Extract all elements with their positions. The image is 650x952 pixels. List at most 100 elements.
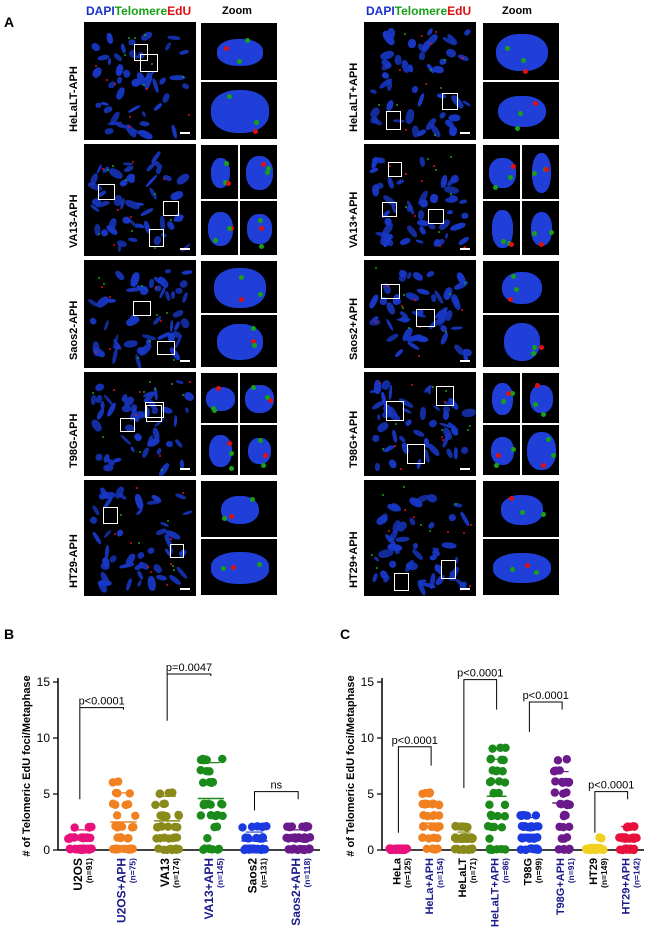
zoomed-chromosome (530, 385, 553, 413)
zoom-region-box (442, 92, 458, 111)
data-point (113, 822, 123, 831)
data-point (172, 845, 181, 855)
telomere-dot (414, 299, 417, 302)
zoomed-chromosome (208, 434, 233, 468)
data-point (262, 822, 271, 831)
panel-c-letter: C (340, 626, 351, 642)
scale-bar (460, 468, 470, 470)
telomere-focus (220, 565, 226, 571)
telomere-focus (534, 569, 540, 575)
edu-focus (215, 386, 221, 392)
telomere-focus (228, 465, 234, 471)
edu-focus (524, 562, 530, 568)
data-point (123, 800, 133, 809)
data-point (116, 833, 125, 843)
telomere-dot (114, 83, 117, 86)
chromosome (136, 579, 144, 588)
right-zoom-header: Zoom (502, 5, 532, 17)
chromosome (119, 43, 127, 54)
data-point (485, 800, 494, 809)
telomere-dot (156, 313, 159, 316)
data-point (203, 833, 212, 843)
zoom-cell (482, 81, 560, 140)
data-point (240, 845, 249, 855)
chromosome (174, 379, 184, 385)
telomere-dot (154, 287, 157, 290)
x-category-label: HeLa (391, 857, 403, 885)
zoom-region-box (102, 507, 119, 525)
significance-bracket (528, 701, 563, 732)
telomere-dot (182, 491, 185, 494)
chromosome (159, 520, 169, 528)
chromosome (181, 270, 193, 276)
telomere-focus (549, 230, 555, 236)
scale-bar (460, 248, 470, 250)
chromosome (181, 291, 189, 304)
data-point (450, 844, 460, 854)
zoomed-chromosome (489, 158, 516, 188)
chromosome (391, 430, 398, 444)
x-n-label: (n=91) (566, 858, 576, 883)
chromosome (454, 446, 459, 460)
telomere-focus (515, 126, 521, 132)
chromosome (95, 453, 103, 461)
data-point (463, 833, 472, 842)
data-point (418, 822, 428, 831)
edu-focus (532, 100, 538, 106)
data-point (287, 822, 297, 831)
chromosome (411, 270, 425, 284)
data-point (164, 788, 173, 798)
telomere-dot (447, 530, 450, 533)
telomere-dot (464, 246, 467, 249)
data-point (488, 744, 497, 753)
telomere-dot (105, 79, 108, 82)
telomere-dot (148, 339, 151, 342)
x-category-label: T98G+APH (555, 858, 567, 915)
x-n-label: (n=131) (259, 858, 269, 888)
zoom-cell (200, 314, 278, 368)
telomere-dot (103, 283, 106, 286)
chromosome (151, 562, 164, 575)
chromosome (166, 440, 174, 448)
data-point (70, 823, 79, 832)
chromosome (384, 317, 394, 331)
chromosome (447, 114, 461, 122)
data-point (171, 833, 181, 842)
telomere-dot (424, 82, 427, 85)
x-n-label: (n=145) (215, 858, 225, 888)
chromosome (103, 319, 110, 331)
y-tick-label: 5 (43, 787, 50, 801)
chromosome (169, 189, 185, 202)
telomere-dot (411, 383, 414, 386)
chromosome (140, 110, 147, 118)
chromosome (420, 406, 427, 420)
zoom-region-box (387, 162, 403, 177)
row-label-right-3: T98G+APH (348, 410, 360, 468)
significance-bracket (594, 791, 629, 833)
data-point (496, 743, 505, 752)
row-label-left-3: T98G-APH (68, 413, 80, 468)
data-point (160, 833, 169, 842)
telomere-dot (108, 348, 111, 351)
chromosome (161, 92, 171, 105)
zoom-cell (521, 144, 560, 200)
data-point (562, 755, 571, 764)
y-tick-label: 15 (361, 675, 375, 689)
telomere-dot (445, 390, 448, 393)
scale-bar (460, 360, 470, 362)
telomere-dot (417, 355, 420, 358)
telomere-dot (421, 34, 424, 37)
telomere-dot (172, 568, 175, 571)
telomere-dot (462, 531, 465, 534)
metaphase-image (84, 22, 196, 140)
chromosome (388, 384, 394, 401)
telomere-focus (510, 274, 516, 279)
telomere-dot (388, 164, 391, 167)
data-point (497, 755, 506, 765)
edu-focus (495, 453, 501, 459)
telomere-dot (444, 59, 447, 62)
telomere-dot (407, 326, 410, 329)
zoomed-chromosome (210, 552, 270, 584)
telomere-dot (147, 565, 150, 568)
data-point (397, 845, 406, 855)
